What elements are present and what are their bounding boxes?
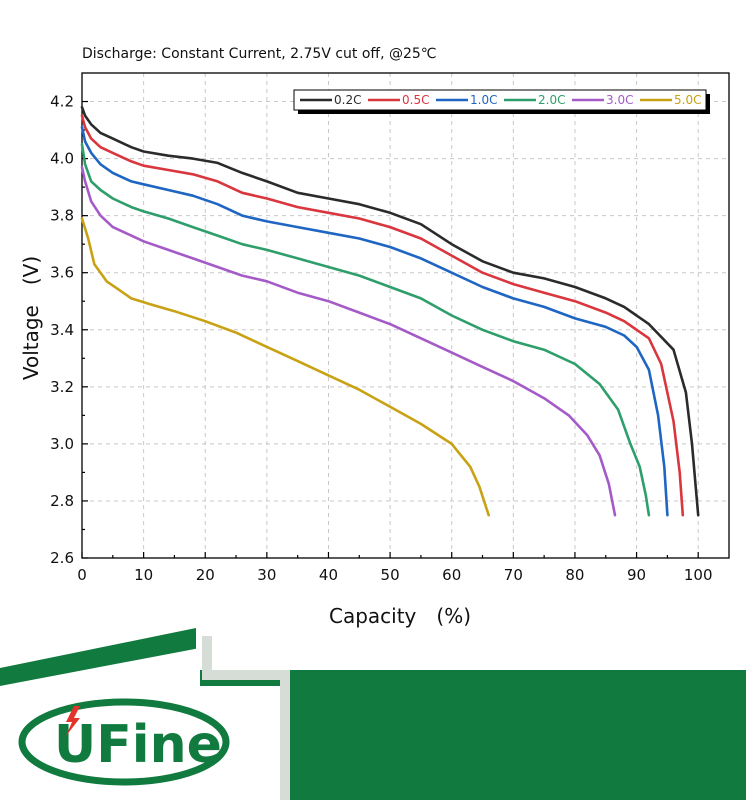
legend-label: 0.5C (402, 93, 429, 107)
y-tick-label: 3.8 (50, 207, 74, 225)
y-tick-label: 4.0 (50, 150, 74, 168)
series-lines (80, 105, 700, 517)
plot-frame (81, 72, 730, 559)
y-tick-label: 2.6 (50, 549, 74, 567)
series-line-0-5C (80, 114, 685, 517)
y-tick-label: 4.2 (50, 93, 74, 111)
series-line-1-0C (80, 125, 669, 517)
series-line-2-0C (80, 143, 651, 517)
plot-area: 0 10 20 30 40 50 60 70 80 90 100 2.6 2.8 3.0 3.2 3.4 3.6… (50, 72, 730, 584)
logo-ring (18, 698, 230, 786)
x-tick-label: 70 (504, 566, 523, 584)
legend-label: 1.0C (470, 93, 497, 107)
y-axis-title: Voltage (V) (19, 256, 43, 380)
y-tick-label: 3.6 (50, 264, 74, 282)
x-tick-label: 20 (196, 566, 215, 584)
banner-grey-edge (202, 636, 290, 800)
legend-label: 0.2C (334, 93, 361, 107)
x-axis-title: Capacity (%) (329, 604, 471, 628)
x-tick-label: 50 (381, 566, 400, 584)
x-tick-label: 100 (684, 566, 713, 584)
x-tick-label: 40 (319, 566, 338, 584)
y-tick-label: 3.4 (50, 321, 74, 339)
y-tick-label: 2.8 (50, 492, 74, 510)
x-tick-label: 90 (627, 566, 646, 584)
brand-banner: UFine (0, 628, 746, 800)
y-tick-label: 3.0 (50, 435, 74, 453)
logo-text: UFine (54, 715, 222, 775)
series-line-3-0C (80, 165, 617, 517)
series-line-5-0C (80, 217, 491, 517)
grid (82, 73, 729, 558)
axis-ticks: 0 10 20 30 40 50 60 70 80 90 100 2.6 2.8 3.0 3.2 3.4 3.6… (50, 93, 712, 584)
x-tick-label: 30 (257, 566, 276, 584)
legend-label: 5.0C (674, 93, 701, 107)
ufine-logo: UFine (18, 698, 230, 786)
logo-ring-inner (32, 710, 216, 774)
banner-white-cap (0, 648, 200, 686)
legend-box (293, 89, 707, 111)
legend: 0.2C 0.5C 1.0C 2.0C 3.0C 5.0C (293, 89, 710, 114)
chart-title: Discharge: Constant Current, 2.75V cut o… (82, 46, 437, 62)
x-tick-label: 10 (134, 566, 153, 584)
y-tick-label: 3.2 (50, 378, 74, 396)
x-tick-label: 0 (77, 566, 87, 584)
legend-label: 3.0C (606, 93, 633, 107)
x-tick-label: 80 (565, 566, 584, 584)
legend-label: 2.0C (538, 93, 565, 107)
lightning-icon (66, 706, 80, 736)
series-line-0-2C (80, 105, 700, 517)
x-tick-label: 60 (442, 566, 461, 584)
